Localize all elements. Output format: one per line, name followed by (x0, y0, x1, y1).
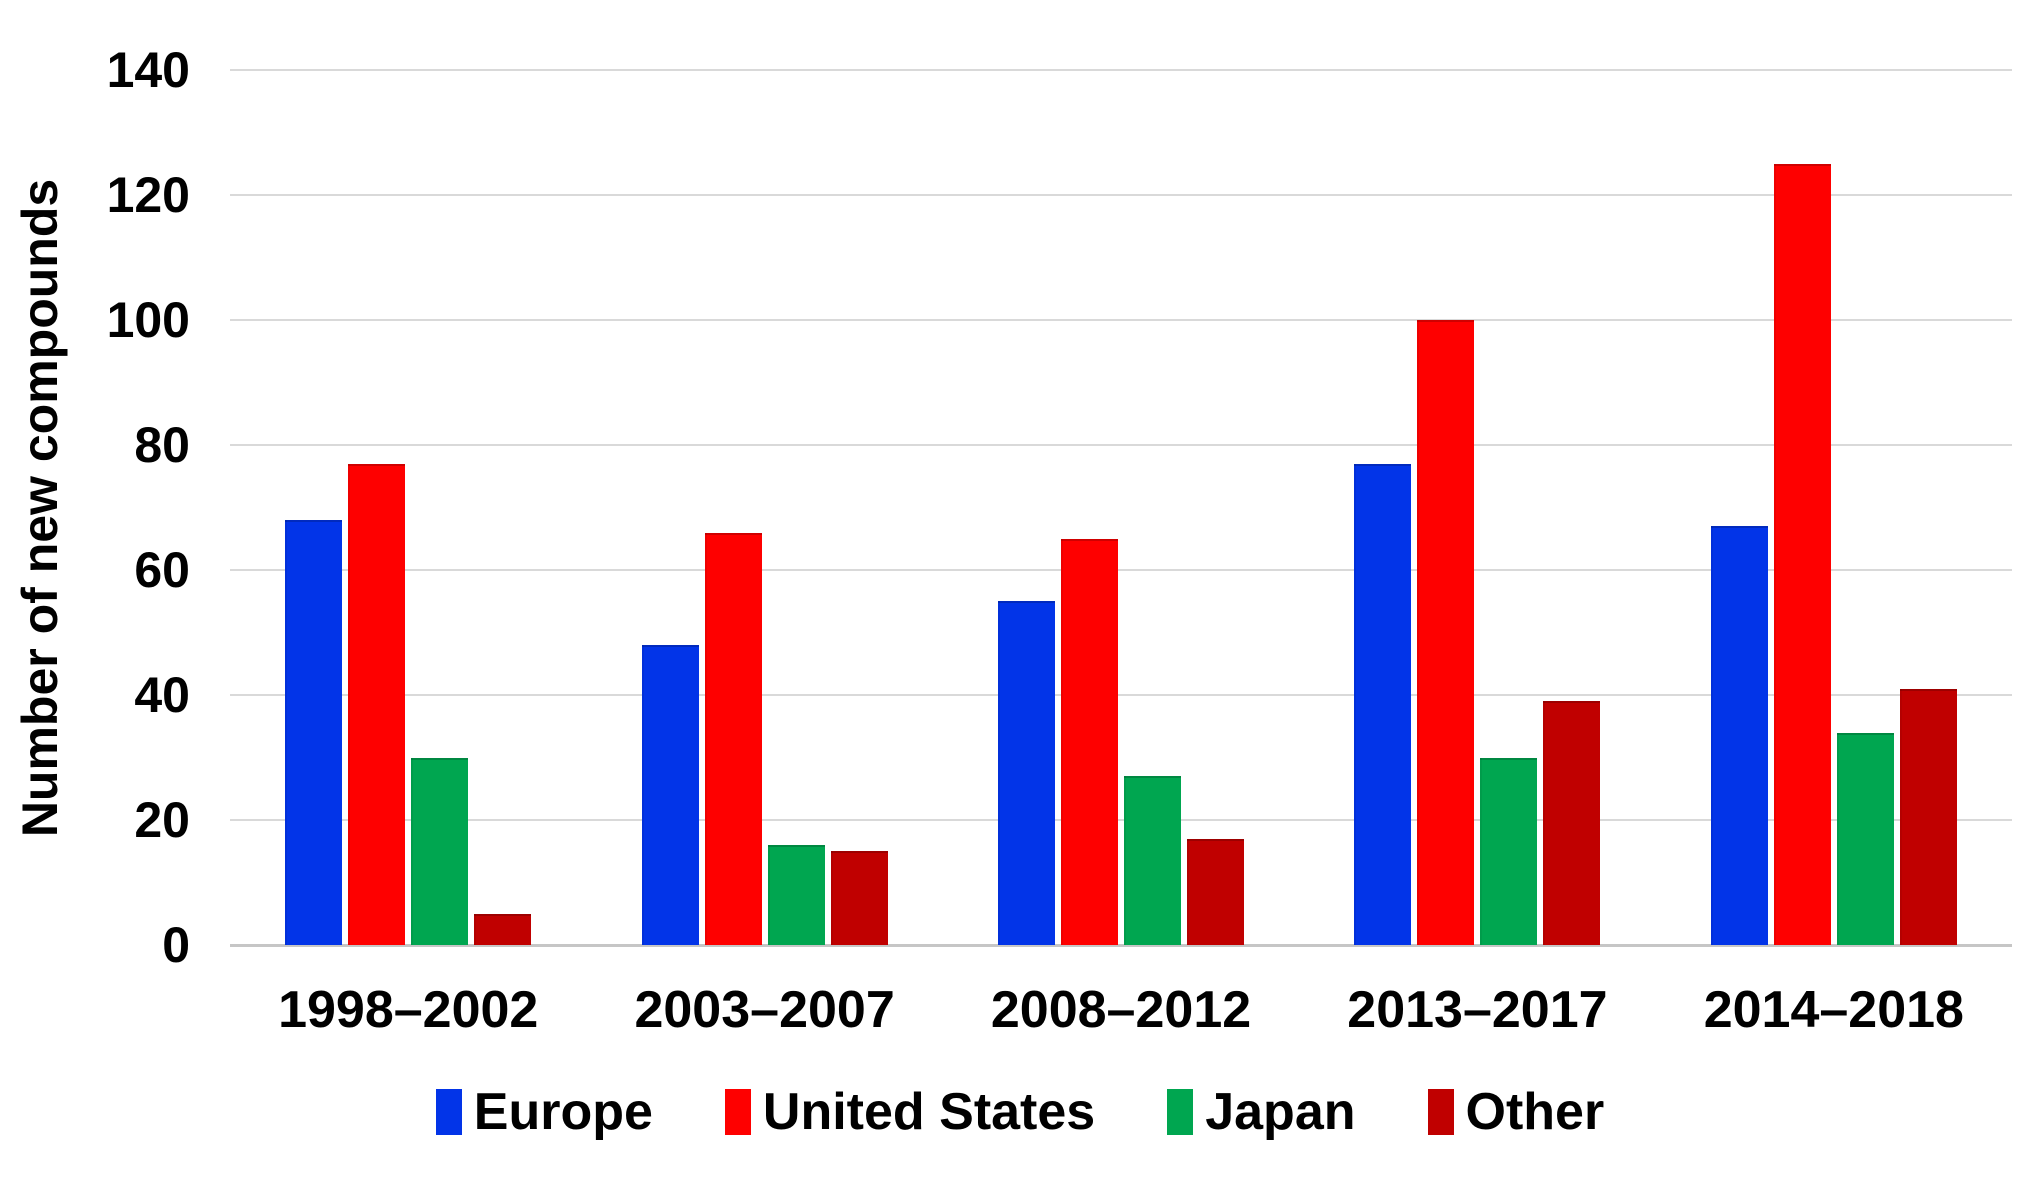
legend-swatch-europe (435, 1089, 462, 1135)
x-axis-labels: 1998–2002 2003–2007 2008–2012 2013–2017 2014… (230, 982, 2012, 1038)
y-tick-label-80: 80 (134, 417, 190, 473)
gridline-100 (230, 319, 2012, 321)
bar-europe-2003-2007 (641, 645, 699, 945)
legend-item-united-states: United States (724, 1083, 1096, 1141)
bar-group-2014-2018 (1656, 70, 2012, 945)
bar-europe-1998-2002 (285, 520, 343, 945)
y-tick-label-0: 0 (162, 917, 190, 973)
bar-japan-2008-2012 (1123, 776, 1181, 945)
bar-group-1998-2002 (230, 70, 586, 945)
legend: Europe United States Japan Other (0, 1086, 2040, 1138)
legend-item-japan: Japan (1167, 1083, 1356, 1141)
x-axis-label-1998-2002: 1998–2002 (278, 981, 539, 1039)
bar-japan-2014-2018 (1836, 732, 1894, 945)
y-axis-tick-labels: 0 20 40 60 80 100 120 140 (30, 45, 190, 970)
y-tick-label-20: 20 (134, 792, 190, 848)
bar-other-2014-2018 (1899, 688, 1957, 945)
bar-united-states-1998-2002 (348, 463, 406, 945)
x-axis-label-2013-2017: 2013–2017 (1347, 981, 1608, 1039)
y-tick-label-140: 140 (106, 42, 190, 98)
bar-united-states-2013-2017 (1417, 320, 1475, 945)
y-tick-label-120: 120 (106, 167, 190, 223)
x-axis-line (230, 944, 2012, 947)
bar-japan-2003-2007 (767, 845, 825, 945)
bar-other-2003-2007 (830, 851, 888, 945)
bar-japan-2013-2017 (1480, 757, 1538, 945)
bar-europe-2013-2017 (1354, 463, 1412, 945)
legend-item-europe: Europe (435, 1083, 653, 1141)
y-tick-label-60: 60 (134, 542, 190, 598)
bar-europe-2014-2018 (1710, 526, 1768, 945)
bar-other-2013-2017 (1543, 701, 1601, 945)
bar-japan-1998-2002 (411, 757, 469, 945)
legend-label-united-states: United States (762, 1083, 1096, 1141)
x-axis-label-2008-2012: 2008–2012 (990, 981, 1252, 1039)
legend-swatch-other (1427, 1089, 1454, 1135)
gridline-60 (230, 569, 2012, 571)
bar-united-states-2003-2007 (704, 532, 762, 945)
legend-label-japan: Japan (1205, 1083, 1356, 1141)
legend-swatch-united-states (724, 1089, 751, 1135)
plot-area (230, 69, 2012, 947)
x-axis-label-2014-2018: 2014–2018 (1703, 981, 1964, 1039)
bar-europe-2008-2012 (997, 601, 1055, 945)
gridline-20 (230, 819, 2012, 821)
legend-item-other: Other (1427, 1083, 1605, 1141)
gridline-80 (230, 444, 2012, 446)
gridline-40 (230, 694, 2012, 696)
bar-other-2008-2012 (1186, 838, 1244, 945)
bar-other-1998-2002 (474, 913, 532, 945)
x-axis-label-2003-2007: 2003–2007 (634, 981, 895, 1039)
legend-label-europe: Europe (473, 1083, 653, 1141)
bar-group-2003-2007 (586, 70, 942, 945)
gridline-140 (230, 69, 2012, 71)
bar-group-2013-2017 (1299, 70, 1655, 945)
gridline-120 (230, 194, 2012, 196)
y-tick-label-40: 40 (134, 667, 190, 723)
legend-label-other: Other (1465, 1083, 1605, 1141)
y-tick-label-100: 100 (106, 292, 190, 348)
bar-group-2008-2012 (943, 70, 1299, 945)
bar-united-states-2014-2018 (1773, 163, 1831, 945)
bar-united-states-2008-2012 (1060, 538, 1118, 945)
legend-swatch-japan (1167, 1089, 1194, 1135)
